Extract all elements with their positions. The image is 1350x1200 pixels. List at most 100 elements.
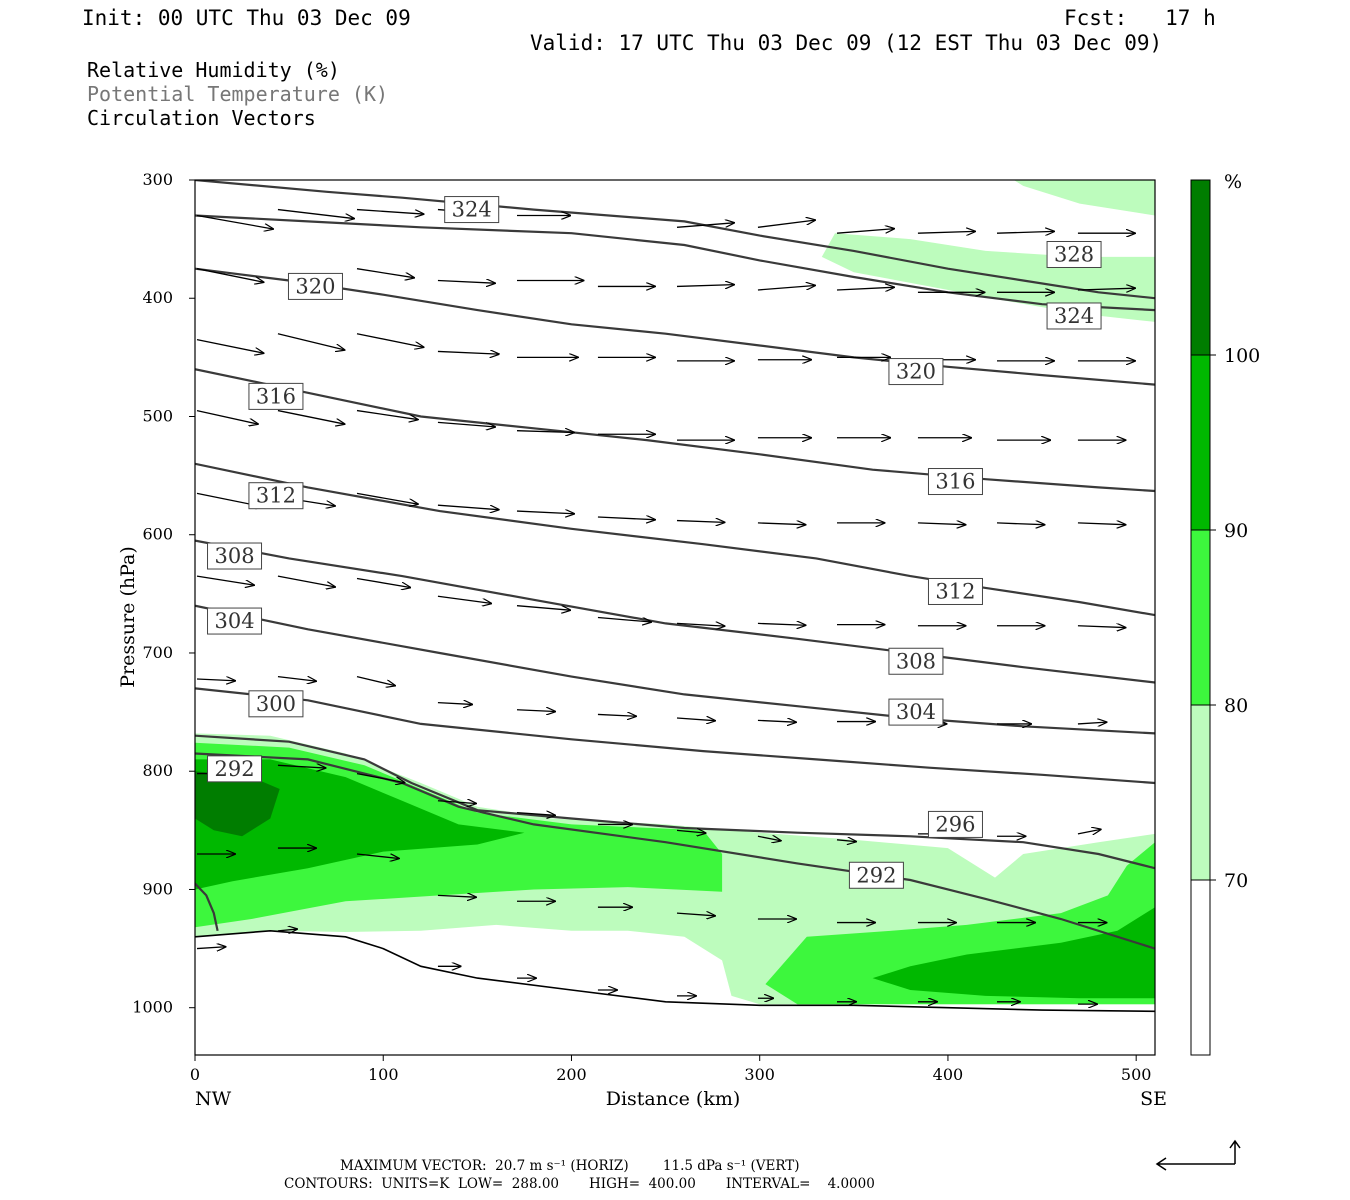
cross-section-chart: 3283243243203203163163123123083083043043…: [117, 170, 1260, 1110]
circulation-vector: [516, 710, 555, 712]
circulation-vector: [437, 351, 499, 354]
theta-label-292: 292: [214, 757, 254, 781]
theta-label-box: [927, 468, 983, 496]
rh-shading: [195, 180, 1155, 1005]
circulation-vector: [437, 703, 472, 705]
circulation-vector: [196, 575, 254, 585]
circulation-vector: [516, 605, 570, 611]
theta-label-box: [207, 542, 263, 570]
circulation-vector: [757, 623, 806, 625]
theta-label-box: [248, 382, 304, 410]
theta-label-320: 320: [295, 274, 335, 298]
theta-label-box: [927, 577, 983, 605]
theta-label-box: [1046, 302, 1102, 330]
theta-label-box: [444, 196, 500, 224]
circulation-vector: [437, 801, 476, 804]
theta-label-box: [927, 810, 983, 838]
circulation-vector: [1077, 829, 1101, 834]
theta-label-296: 296: [935, 812, 975, 836]
axes: 300 400 500 600 700 800 900 1000 0 100 200 300 400 50…: [132, 170, 1151, 1084]
x-right-label: SE: [1140, 1088, 1167, 1110]
theta-label-box: [1046, 240, 1102, 268]
circulation-vector: [277, 409, 345, 425]
y-axis-title: Pressure (hPa): [117, 546, 139, 688]
circulation-vector: [757, 720, 796, 722]
circulation-vector: [836, 840, 856, 842]
theta-labels: 328 324 324 320 320 316 316 312 312 308 308 304 304 3…: [207, 196, 1102, 889]
circulation-vector: [196, 409, 258, 425]
theta-label-316: 316: [256, 384, 296, 408]
circulation-vector: [996, 231, 1054, 233]
colorbar-label: 100: [1224, 345, 1260, 367]
theta-label-324: 324: [1054, 304, 1094, 328]
colorbar-level-100: [1191, 180, 1210, 355]
x-tick-label: 0: [190, 1065, 200, 1084]
circulation-vector: [196, 679, 235, 681]
circulation-vector: [836, 287, 894, 290]
circulation-vector: [277, 333, 345, 350]
circulation-vector: [757, 836, 781, 841]
theta-line-304: [195, 604, 1155, 735]
circulation-vector: [277, 575, 335, 587]
x-tick-label: 200: [556, 1065, 587, 1084]
theta-label-308: 308: [214, 544, 254, 568]
theta-line-300: [195, 687, 1155, 785]
contour-info: CONTOURS: UNITS=K LOW= 288.00 HIGH= 400.…: [284, 1176, 875, 1192]
circulation-vectors: [196, 208, 1135, 1005]
valid-time: Valid: 17 UTC Thu 03 Dec 09 (12 EST Thu …: [530, 31, 1163, 55]
circulation-vector: [356, 208, 424, 215]
colorbar-level-80: [1191, 530, 1210, 705]
theta-line-312: [195, 462, 1155, 617]
circulation-vector: [437, 595, 491, 603]
circulation-vector: [676, 223, 734, 228]
theta-label-box: [248, 482, 304, 510]
y-tick-label: 1000: [132, 998, 173, 1017]
circulation-vector: [516, 431, 574, 433]
circulation-vector: [277, 765, 326, 768]
circulation-vector: [676, 285, 734, 287]
max-vector-info: MAXIMUM VECTOR: 20.7 m s⁻¹ (HORIZ) 11.5 …: [340, 1158, 800, 1174]
theta-label-box: [888, 698, 944, 726]
circulation-vector: [676, 623, 725, 626]
circulation-vector: [196, 947, 226, 949]
circulation-vector: [437, 504, 499, 510]
colorbar-label: 90: [1224, 520, 1248, 542]
theta-label-320: 320: [896, 360, 936, 384]
circulation-vector: [356, 675, 395, 686]
theta-label-312: 312: [256, 484, 296, 508]
theta-label-292: 292: [856, 863, 896, 887]
rh-region-90: [872, 907, 1155, 999]
y-tick-label: 900: [142, 879, 173, 898]
colorbar-unit: %: [1224, 171, 1242, 193]
circulation-vector: [196, 214, 273, 229]
circulation-vector: [917, 231, 975, 233]
init-time: Init: 00 UTC Thu 03 Dec 09: [82, 6, 411, 30]
circulation-vector: [437, 281, 495, 284]
theta-line-292: [195, 752, 1155, 950]
circulation-vector: [757, 523, 806, 525]
circulation-vector: [196, 268, 264, 283]
circulation-vector: [757, 285, 815, 291]
circulation-vector: [676, 521, 725, 523]
x-left-label: NW: [195, 1088, 232, 1110]
circulation-vector: [836, 229, 894, 234]
circulation-vector: [356, 409, 418, 420]
circulation-vector: [1077, 626, 1126, 628]
colorbar-level-90: [1191, 355, 1210, 530]
circulation-vector: [597, 616, 651, 623]
field-theta-label: Potential Temperature (K): [87, 82, 389, 106]
circulation-vector: [356, 577, 410, 587]
colorbar-label: 70: [1224, 870, 1248, 892]
reference-vector-icon: [1155, 1139, 1241, 1171]
circulation-vector: [917, 523, 966, 525]
y-tick-label: 700: [142, 643, 173, 662]
circulation-vector: [356, 333, 424, 348]
y-tick-label: 400: [142, 288, 173, 307]
circulation-vector: [597, 714, 636, 716]
colorbar-label: 80: [1224, 695, 1248, 717]
colorbar-level-70: [1191, 705, 1210, 880]
field-rh-label: Relative Humidity (%): [87, 58, 340, 82]
x-tick-label: 300: [744, 1065, 775, 1084]
theta-line-316: [195, 368, 1155, 493]
circulation-vector: [1077, 722, 1107, 724]
